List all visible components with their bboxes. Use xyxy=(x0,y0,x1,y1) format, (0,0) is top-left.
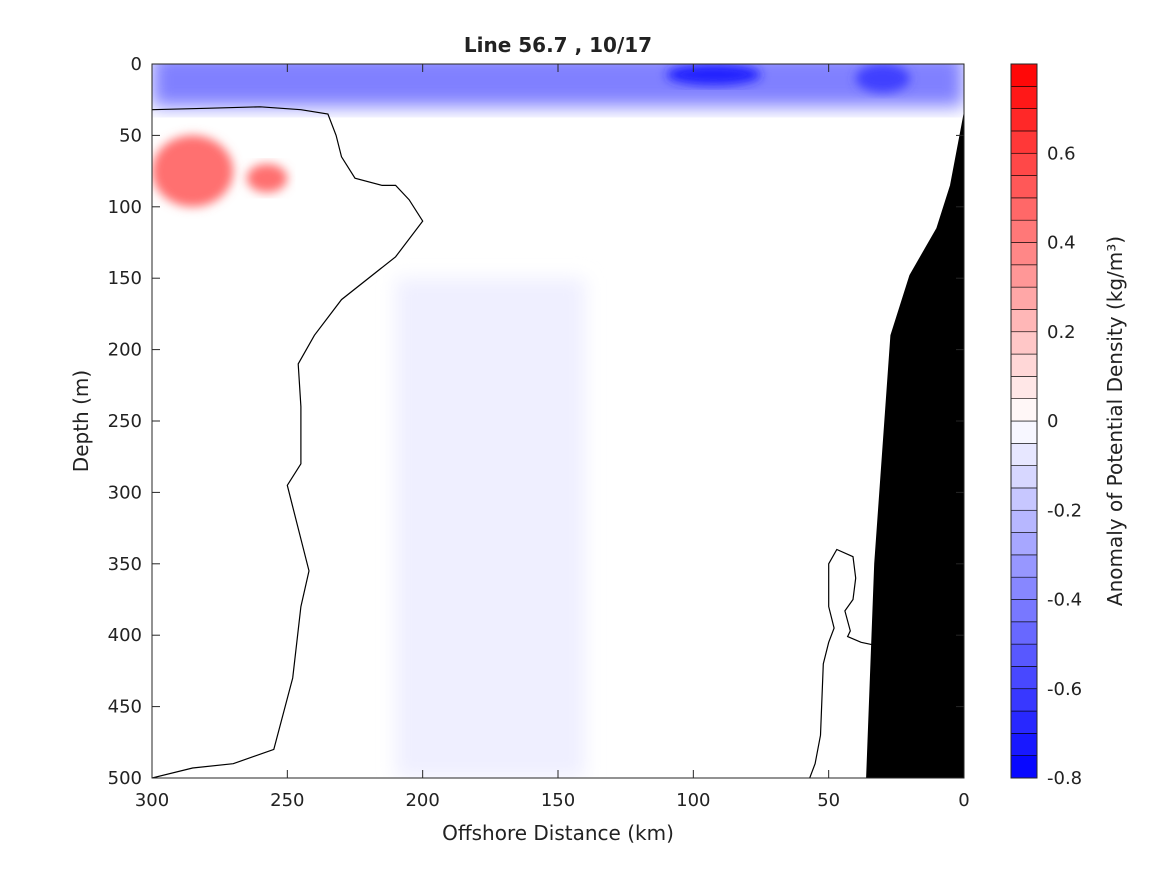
colorbar-swatch xyxy=(1010,309,1038,333)
colorbar-swatch xyxy=(1010,420,1038,444)
colorbar-swatch xyxy=(1010,666,1038,690)
colorbar-swatch xyxy=(1010,532,1038,556)
colorbar-swatch xyxy=(1010,688,1038,712)
colorbar-tick-label: -0.6 xyxy=(1047,679,1082,700)
x-tick-label: 0 xyxy=(958,790,969,811)
zero-contour-2 xyxy=(809,548,875,778)
colorbar-swatch xyxy=(1010,733,1038,756)
colorbar-swatch xyxy=(1010,576,1038,600)
y-tick-label: 450 xyxy=(108,697,142,718)
colorbar-tick-label: 0.6 xyxy=(1047,143,1076,164)
zero-contours xyxy=(152,106,875,778)
colorbar-swatch xyxy=(1010,152,1038,176)
colorbar-swatch xyxy=(1010,130,1038,154)
colorbar-tick-label: -0.4 xyxy=(1047,590,1082,611)
colorbar-swatch xyxy=(1010,242,1038,266)
y-tick-label: 0 xyxy=(131,54,142,75)
colorbar-swatch xyxy=(1010,286,1038,310)
y-tick-label: 350 xyxy=(108,554,142,575)
colorbar-swatch xyxy=(1010,554,1038,578)
x-tick-label: 300 xyxy=(135,790,169,811)
colorbar-swatch xyxy=(1010,398,1038,422)
colorbar-swatch xyxy=(1010,599,1038,623)
colorbar-swatch xyxy=(1010,465,1038,489)
colorbar-swatch xyxy=(1010,353,1038,377)
y-axis-label: Depth (m) xyxy=(69,370,93,472)
x-axis-label: Offshore Distance (km) xyxy=(442,821,674,845)
anomaly-region-deep-weak-band xyxy=(395,278,586,778)
colorbar-tick-label: 0.4 xyxy=(1047,233,1076,254)
colorbar-swatch xyxy=(1010,443,1038,466)
y-axis-ticks: 0 50 100 150 200 250 300 350 400 450 500 xyxy=(108,54,964,789)
x-tick-label: 200 xyxy=(405,790,439,811)
colorbar-swatch xyxy=(1010,643,1038,667)
y-tick-label: 150 xyxy=(108,268,142,289)
chart-title: Line 56.7 , 10/17 xyxy=(464,33,652,57)
x-tick-label: 100 xyxy=(676,790,710,811)
y-tick-label: 100 xyxy=(108,197,142,218)
anomaly-region-warm-anomaly-core xyxy=(152,135,234,207)
y-tick-label: 300 xyxy=(108,482,142,503)
colorbar-swatch xyxy=(1010,63,1038,87)
y-tick-label: 250 xyxy=(108,411,142,432)
y-tick-label: 200 xyxy=(108,340,142,361)
colorbar-tick-label: -0.8 xyxy=(1047,768,1082,789)
colorbar-swatch xyxy=(1010,509,1038,533)
seafloor-shelf xyxy=(866,113,964,778)
colorbar-swatch xyxy=(1010,487,1038,511)
y-tick-label: 50 xyxy=(119,125,142,146)
colorbar-swatch xyxy=(1010,86,1038,109)
colorbar-tick-label: 0 xyxy=(1047,411,1058,432)
anomaly-region-surface-layer xyxy=(152,64,964,107)
colorbar-swatch xyxy=(1010,710,1038,734)
colorbar-swatch xyxy=(1010,219,1038,243)
colorbar-swatch xyxy=(1010,175,1038,199)
colorbar-label: Anomaly of Potential Density (kg/m³) xyxy=(1103,236,1127,606)
x-tick-label: 50 xyxy=(817,790,840,811)
colorbar-swatch xyxy=(1010,621,1038,645)
bathymetry xyxy=(866,113,964,778)
x-tick-label: 150 xyxy=(541,790,575,811)
colorbar-swatch xyxy=(1010,264,1038,288)
colorbar-swatch xyxy=(1010,376,1038,399)
anomaly-region-near-surface-core-100km xyxy=(666,64,762,86)
colorbar xyxy=(1010,63,1038,779)
y-tick-label: 500 xyxy=(108,768,142,789)
colorbar-swatch xyxy=(1010,197,1038,221)
colorbar-tick-label: 0.2 xyxy=(1047,322,1076,343)
x-axis-ticks: 300 250 200 150 100 50 0 xyxy=(135,64,970,811)
x-tick-label: 250 xyxy=(270,790,304,811)
colorbar-swatch xyxy=(1010,331,1038,355)
colorbar-ticks: 0.6 0.4 0.2 0 -0.2 -0.4 -0.6 -0.8 xyxy=(1047,143,1082,789)
colorbar-tick-label: -0.2 xyxy=(1047,500,1082,521)
colorbar-swatch xyxy=(1010,755,1038,779)
anomaly-field xyxy=(152,64,964,778)
colorbar-swatch xyxy=(1010,108,1038,132)
anomaly-region-warm-anomaly-core-2 xyxy=(246,163,288,193)
anomaly-region-near-surface-core-30km xyxy=(855,64,910,93)
y-tick-label: 400 xyxy=(108,625,142,646)
colorbar-frame xyxy=(1010,63,1038,779)
zero-contour-1 xyxy=(152,106,424,778)
